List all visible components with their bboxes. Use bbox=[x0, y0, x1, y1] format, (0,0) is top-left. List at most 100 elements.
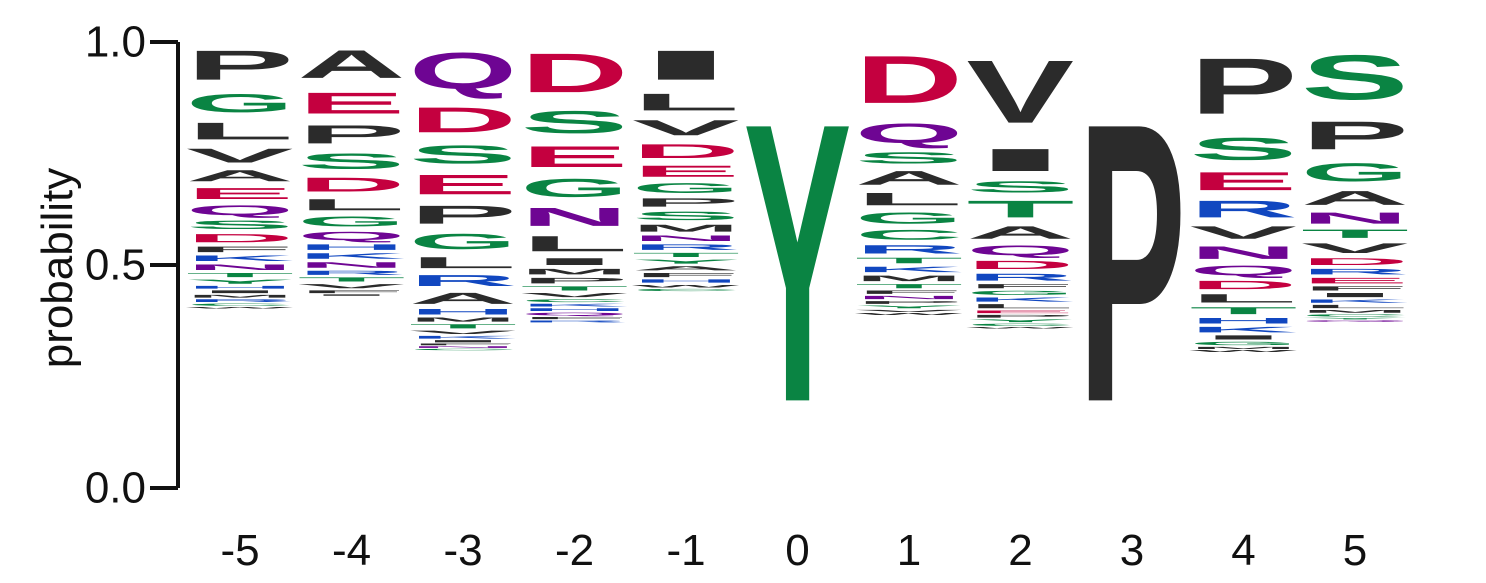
logo-letter: I bbox=[521, 256, 629, 267]
logo-letter: P bbox=[855, 300, 963, 304]
logo-letter: N bbox=[186, 263, 294, 272]
logo-letter: N bbox=[298, 261, 406, 270]
logo-letter: I bbox=[1190, 334, 1298, 341]
x-tick-label: -1 bbox=[666, 526, 705, 575]
logo-letter: K bbox=[186, 254, 294, 263]
logo-letter: L bbox=[1301, 304, 1409, 309]
logo-letter: R bbox=[521, 320, 629, 323]
y-axis-label: probability bbox=[33, 168, 82, 369]
logo-letter: P bbox=[186, 42, 294, 89]
logo-letter: H bbox=[186, 285, 294, 289]
logo-letter: G bbox=[967, 289, 1075, 296]
logo-letter: F bbox=[409, 343, 517, 346]
logo-letter: A bbox=[1301, 187, 1409, 209]
logo-letter: L bbox=[298, 196, 406, 214]
logo-letter: D bbox=[632, 140, 740, 162]
logo-letter: L bbox=[409, 254, 517, 272]
logo-letter: S bbox=[186, 218, 294, 231]
logo-letter: H bbox=[298, 243, 406, 252]
logo-letter: S bbox=[632, 209, 740, 222]
logo-letter: I bbox=[967, 142, 1075, 178]
logo-letter: A bbox=[186, 167, 294, 185]
logo-letter: T bbox=[186, 272, 294, 279]
logo-letter: N bbox=[855, 295, 963, 300]
logo-letter: V bbox=[521, 292, 629, 299]
logo-letter: D bbox=[1301, 256, 1409, 267]
logo-letter: P bbox=[521, 276, 629, 285]
logo-letter: H bbox=[1190, 316, 1298, 325]
logo-letter: R bbox=[632, 243, 740, 252]
logo-letter: I bbox=[186, 290, 294, 294]
logo-letter: M bbox=[1301, 309, 1409, 313]
logo-letter: E bbox=[186, 185, 294, 203]
logo-letter: E bbox=[409, 169, 517, 200]
x-tick-label: 3 bbox=[1120, 526, 1144, 575]
logo-letter: D bbox=[521, 42, 629, 104]
logo-letter: A bbox=[409, 289, 517, 307]
logo-letter: L bbox=[967, 303, 1075, 310]
logo-letter: W bbox=[1190, 350, 1297, 353]
logo-letter: K bbox=[1301, 298, 1409, 303]
logo-letter: Y bbox=[967, 319, 1075, 323]
logo-letter: V bbox=[1301, 240, 1409, 256]
logo-letter: G bbox=[186, 89, 294, 118]
logo-letter: H bbox=[521, 307, 629, 311]
logo-letter: Q bbox=[298, 229, 406, 242]
logo-letter: T bbox=[1301, 227, 1409, 240]
x-tick-label: 2 bbox=[1008, 526, 1032, 575]
logo-letter: A bbox=[632, 265, 740, 272]
y-tick-label: 0.0 bbox=[85, 464, 146, 513]
logo-letter: V bbox=[632, 116, 740, 140]
logo-letter: I bbox=[1301, 292, 1409, 299]
logo-letter: G bbox=[298, 214, 406, 230]
logo-letter: T bbox=[855, 283, 963, 290]
logo-letter: T bbox=[632, 252, 740, 259]
logo-letter: A bbox=[855, 167, 963, 189]
logo-letter: V bbox=[1190, 223, 1298, 243]
logo-letter: L bbox=[521, 231, 629, 256]
logo-letter: F bbox=[632, 272, 740, 279]
logo-letter: A bbox=[298, 42, 406, 86]
logo-letter: D bbox=[298, 173, 406, 195]
logo-letter: V bbox=[298, 283, 406, 290]
logo-letter: D bbox=[1190, 278, 1298, 291]
logo-letter: C bbox=[1301, 314, 1409, 318]
y-tick-label: 1.0 bbox=[85, 18, 146, 67]
logo-letter: I bbox=[632, 42, 740, 89]
logo-letter: V bbox=[186, 145, 294, 167]
logo-letter: T bbox=[298, 276, 406, 283]
logo-letter: E bbox=[521, 140, 629, 173]
logo-letter: K bbox=[855, 265, 963, 274]
logo-letter: D bbox=[967, 258, 1075, 271]
logo-letter: Q bbox=[409, 42, 517, 100]
logo-letter: R bbox=[967, 272, 1075, 283]
logo-letter: C bbox=[967, 323, 1075, 327]
logo-letter: E bbox=[967, 310, 1075, 314]
logo-letter: N bbox=[409, 346, 517, 349]
logo-letter: D bbox=[186, 232, 294, 245]
logo-letter: L bbox=[1190, 292, 1298, 305]
logo-letter: N bbox=[1190, 243, 1298, 263]
logo-letter: S bbox=[1301, 42, 1409, 113]
logo-letter: T bbox=[855, 256, 963, 265]
logo-letter: I bbox=[409, 339, 517, 343]
logo-letter: P bbox=[967, 314, 1075, 318]
logo-stacks: PGLVAEQSDFKNTYHIMRCWAEPSDLGQHKNRTVFIQDSE… bbox=[186, 41, 1409, 485]
logo-letter: Y bbox=[632, 258, 740, 265]
y-tick-label: 0.5 bbox=[85, 241, 146, 290]
logo-letter: R bbox=[855, 243, 963, 256]
logo-letter: T bbox=[521, 285, 629, 292]
logo-letter: H bbox=[409, 307, 517, 316]
logo-letter: W bbox=[967, 327, 1074, 329]
logo-letter: L bbox=[186, 118, 294, 145]
logo-letter: V bbox=[409, 330, 517, 335]
x-tick-label: -5 bbox=[220, 526, 259, 575]
logo-letter: M bbox=[409, 316, 517, 323]
logo-letter: Q bbox=[967, 243, 1075, 259]
logo-stack: Y bbox=[744, 41, 852, 485]
logo-letter: W bbox=[186, 306, 293, 308]
